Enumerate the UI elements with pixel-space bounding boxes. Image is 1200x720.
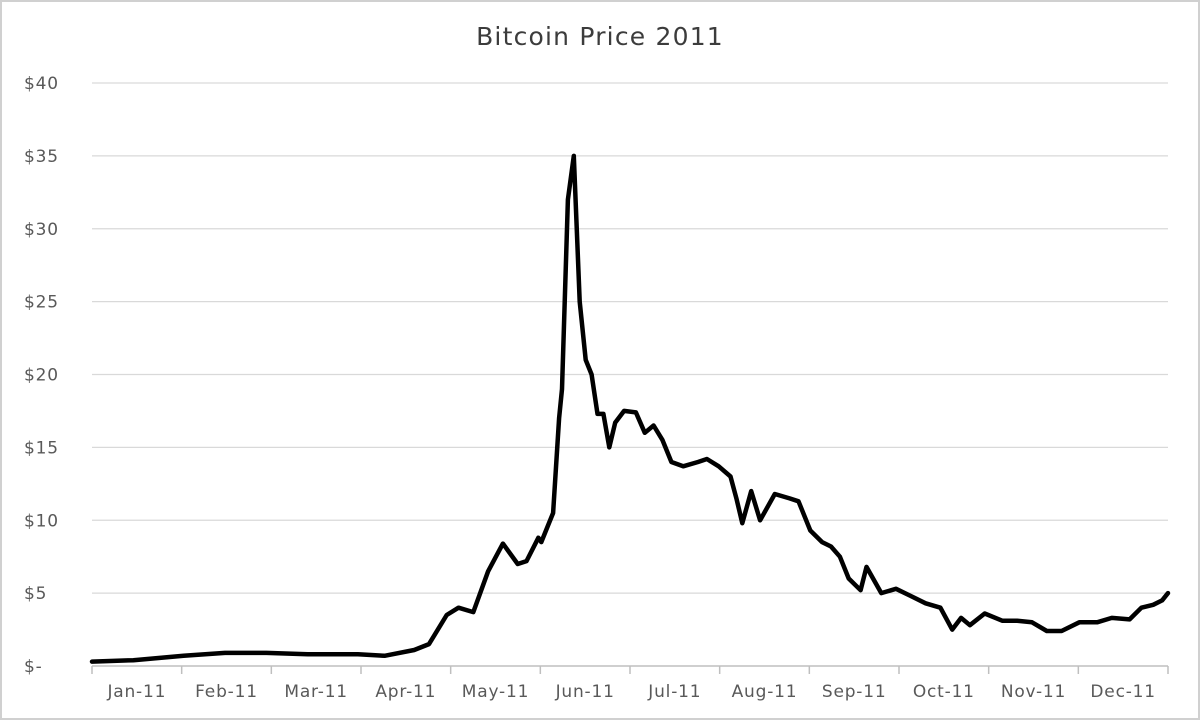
x-tick-label: Jan-11: [106, 682, 166, 702]
chart-title: Bitcoin Price 2011: [476, 22, 724, 51]
y-tick-label: $15: [24, 438, 59, 458]
x-tick-label: Oct-11: [913, 682, 975, 702]
x-tick-label: Apr-11: [375, 682, 436, 702]
y-tick-label: $30: [24, 220, 59, 240]
x-tick-label: Jul-11: [647, 682, 701, 702]
x-tick-label: Feb-11: [195, 682, 258, 702]
y-tick-label: $5: [24, 584, 47, 604]
x-axis: Jan-11 Feb-11 Mar-11 Apr-11 May-11 Jun-11 Jul-…: [91, 666, 1169, 702]
x-tick-label: Sep-11: [822, 682, 887, 702]
x-tick-label: Nov-11: [1001, 682, 1066, 702]
y-tick-label: $20: [24, 366, 59, 386]
x-tick-label: Aug-11: [732, 682, 798, 702]
y-tick-label: $10: [24, 511, 59, 531]
gridlines: [92, 82, 1168, 667]
x-tick-label: Jun-11: [555, 682, 615, 702]
series-line: [89, 153, 1171, 664]
x-tick-label: Mar-11: [284, 682, 348, 702]
y-tick-label: $40: [24, 74, 59, 94]
y-tick-label: $-: [24, 657, 43, 677]
y-tick-label: $25: [24, 293, 59, 313]
x-tick-label: Dec-11: [1090, 682, 1155, 702]
y-axis-ticks: $- $5 $10 $15 $20 $25 $30 $35 $40: [24, 74, 59, 677]
watermark-logo: نرخ نیوز: [40, 634, 280, 704]
y-tick-label: $35: [24, 147, 59, 167]
x-tick-label: May-11: [462, 682, 529, 702]
